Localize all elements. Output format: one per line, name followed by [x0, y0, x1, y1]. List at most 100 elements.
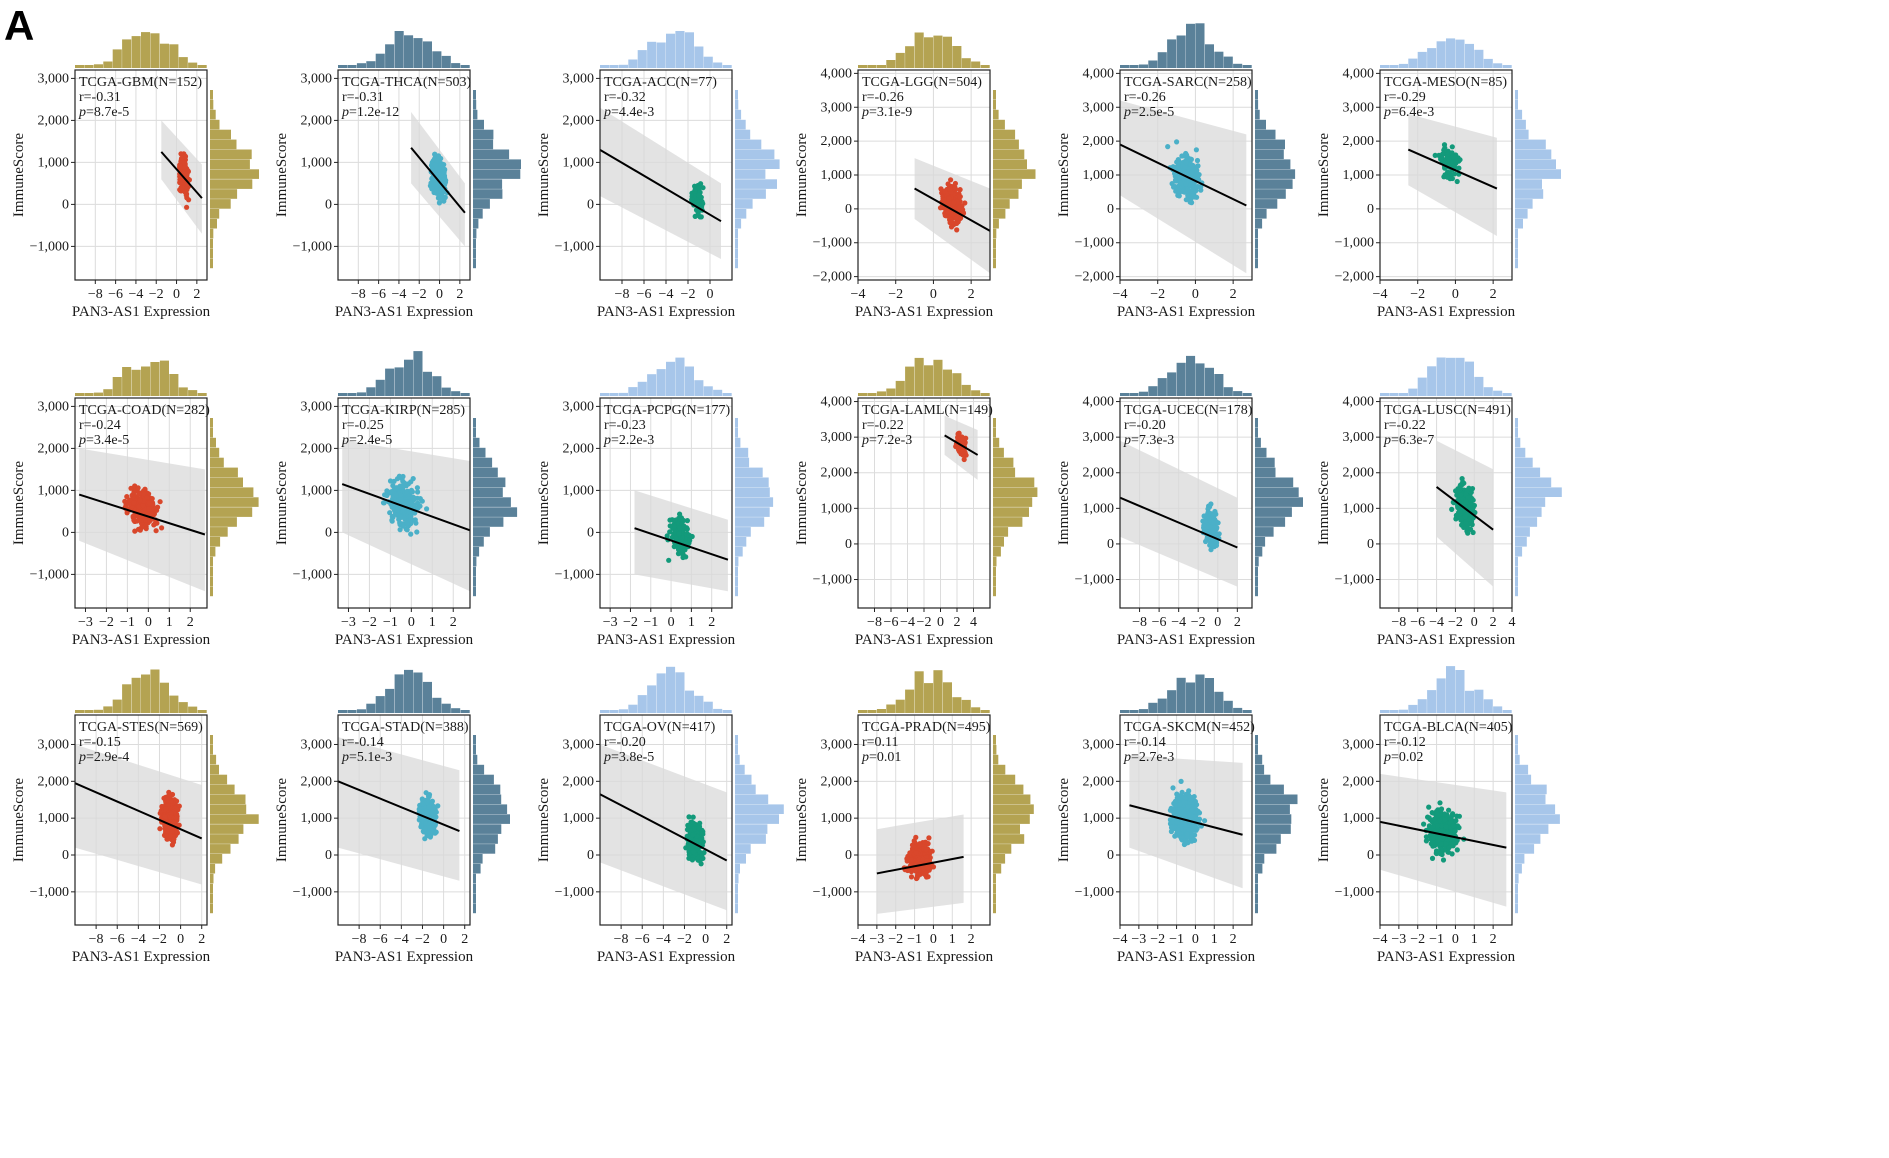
x-histogram-bar [404, 359, 414, 396]
p-symbol: p [341, 433, 349, 448]
y-axis-label: ImmuneScore [1056, 461, 1072, 545]
y-tick-label: −1,000 [555, 567, 594, 582]
y-tick-label: 3,000 [301, 737, 333, 752]
x-tick-label: 2 [954, 615, 961, 630]
x-tick-label: −8 [88, 287, 103, 302]
y-tick-label: 3,000 [301, 71, 333, 86]
y-tick-label: 2,000 [38, 441, 70, 456]
y-histogram-bar [1255, 159, 1291, 169]
x-tick-label: −6 [1410, 615, 1425, 630]
data-point [394, 485, 400, 491]
x-histogram-bar [385, 368, 395, 396]
y-histogram-bar [735, 179, 777, 189]
x-histogram-bar [637, 50, 647, 68]
x-tick-label: 2 [198, 932, 205, 947]
scatter-panel: −8 −6 −4 −2 0 2−1,00001,0002,0003,000PAN3-AS1… [11, 669, 259, 965]
data-point [1194, 157, 1201, 164]
y-tick-label: 3,000 [821, 100, 853, 115]
y-histogram-bar [993, 179, 1022, 189]
data-point [179, 185, 185, 191]
x-histogram-bar [694, 380, 704, 396]
x-histogram-bar [347, 710, 357, 713]
x-histogram-bar [1493, 63, 1503, 68]
plot-area [75, 398, 207, 608]
x-tick-label: −2 [1150, 287, 1165, 302]
x-tick-label: −6 [371, 287, 386, 302]
data-point [396, 473, 402, 479]
plot-area [338, 70, 470, 280]
p-value: p=6.4e-3 [1383, 105, 1434, 120]
y-tick-label: 3,000 [1083, 100, 1115, 115]
data-point [1457, 508, 1463, 514]
x-histogram-bar [75, 65, 85, 68]
x-histogram-bar [451, 391, 461, 396]
data-point [1441, 147, 1447, 153]
y-histogram-bar [1255, 199, 1278, 209]
y-histogram-bar [210, 814, 259, 824]
p-value: p=1.2e-12 [341, 105, 399, 120]
y-histogram-bar [473, 844, 496, 854]
y-histogram-bar [735, 437, 741, 448]
x-tick-label: 2 [1490, 615, 1497, 630]
correlation-r: r=-0.29 [1384, 90, 1426, 105]
y-histogram-bar [993, 487, 1038, 497]
y-histogram-bar [993, 129, 1016, 140]
data-point [436, 200, 442, 206]
x-histogram-bar [159, 43, 169, 68]
y-histogram-bar [735, 149, 775, 160]
y-tick-label: −1,000 [30, 567, 69, 582]
plot-area [75, 70, 207, 280]
data-point [171, 836, 177, 842]
y-tick-label: 1,000 [301, 155, 333, 170]
data-point [1178, 180, 1184, 186]
data-point [1205, 506, 1211, 512]
x-histogram-bar [952, 46, 962, 68]
x-axis-label: PAN3-AS1 Expression [335, 949, 474, 965]
plot-frame [337, 397, 471, 609]
y-histogram-bar [473, 248, 476, 259]
data-point [948, 177, 954, 183]
x-histogram-bar [961, 384, 971, 396]
data-point [698, 214, 704, 220]
y-histogram-bar [210, 576, 213, 587]
data-point [1463, 499, 1469, 505]
data-point [137, 527, 143, 533]
y-tick-label: 4,000 [1083, 395, 1115, 410]
y-tick-label: 1,000 [1083, 168, 1115, 183]
x-histogram-bar [867, 65, 877, 68]
y-histogram-bar [1515, 447, 1526, 458]
y-histogram-bar [1255, 467, 1276, 478]
x-histogram-bar [600, 65, 610, 68]
data-point [941, 197, 947, 203]
x-histogram-bar [980, 65, 990, 68]
y-tick-label: 1,000 [38, 483, 70, 498]
x-histogram-bar [451, 708, 461, 713]
x-histogram-bar [1408, 58, 1418, 68]
y-histogram-bar [473, 873, 476, 884]
x-histogram-bar [432, 51, 442, 68]
correlation-r: r=-0.22 [1384, 418, 1426, 433]
data-point [419, 809, 425, 815]
correlation-r: r=-0.25 [342, 418, 384, 433]
y-tick-label: 1,000 [1083, 501, 1115, 516]
p-symbol: p [341, 750, 349, 765]
data-point [384, 488, 390, 494]
x-histogram-bar [1167, 372, 1177, 396]
plot-area [600, 398, 732, 608]
data-point [667, 529, 673, 535]
x-axis-label: PAN3-AS1 Expression [597, 304, 736, 320]
y-histogram-bar [993, 556, 997, 567]
x-histogram-bar [924, 365, 934, 396]
x-tick-label: −6 [110, 932, 125, 947]
y-tick-label: 3,000 [38, 737, 70, 752]
y-tick-label: 1,000 [563, 483, 595, 498]
data-point [128, 485, 134, 491]
data-point [937, 205, 944, 211]
y-histogram-bar [1515, 218, 1523, 229]
y-tick-label: −1,000 [30, 885, 69, 900]
correlation-r: r=-0.26 [862, 90, 904, 105]
x-histogram-bar [103, 706, 113, 713]
y-histogram-bar [1255, 149, 1284, 160]
x-tick-label: −2 [99, 615, 114, 630]
data-point [411, 502, 417, 508]
